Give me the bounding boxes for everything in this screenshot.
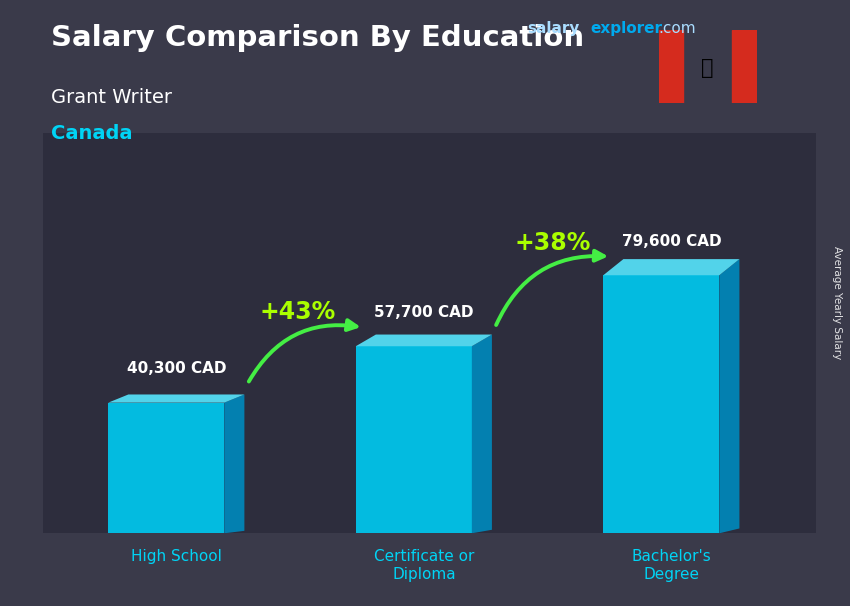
Text: .com: .com [659, 21, 696, 36]
Polygon shape [472, 335, 492, 533]
Text: salary: salary [527, 21, 580, 36]
Text: Certificate or
Diploma: Certificate or Diploma [374, 549, 474, 582]
Polygon shape [108, 395, 245, 402]
Polygon shape [604, 259, 740, 275]
Polygon shape [108, 402, 224, 533]
Text: Grant Writer: Grant Writer [51, 88, 172, 107]
Polygon shape [224, 395, 245, 533]
Text: 🍁: 🍁 [701, 58, 714, 79]
Bar [659, 30, 683, 103]
Polygon shape [719, 259, 740, 533]
Text: Bachelor's
Degree: Bachelor's Degree [632, 549, 711, 582]
Text: Salary Comparison By Education: Salary Comparison By Education [51, 24, 584, 52]
Text: 40,300 CAD: 40,300 CAD [127, 361, 226, 376]
Polygon shape [356, 346, 472, 533]
Text: Average Yearly Salary: Average Yearly Salary [832, 247, 842, 359]
Text: Canada: Canada [51, 124, 133, 143]
Polygon shape [356, 335, 492, 346]
Polygon shape [604, 275, 719, 533]
Text: 57,700 CAD: 57,700 CAD [374, 305, 473, 320]
Text: explorer: explorer [591, 21, 663, 36]
Bar [732, 30, 756, 103]
Text: +43%: +43% [259, 300, 336, 324]
Text: +38%: +38% [515, 231, 592, 255]
Text: High School: High School [131, 549, 222, 564]
Text: 79,600 CAD: 79,600 CAD [621, 234, 721, 249]
